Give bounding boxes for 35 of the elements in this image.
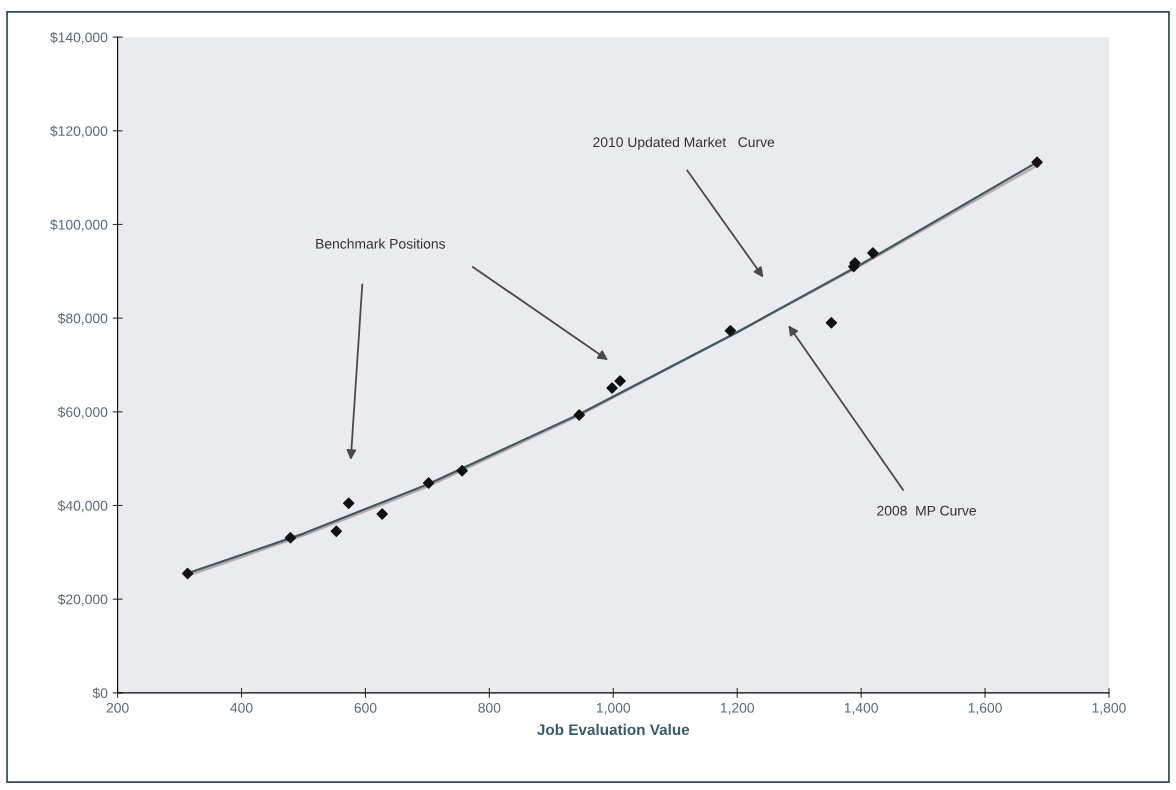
x-tick-label: 1,600 bbox=[968, 702, 1002, 715]
point bbox=[573, 409, 585, 421]
x-tick-label: 1,400 bbox=[844, 702, 878, 715]
y-tick-label: $20,000 bbox=[57, 593, 108, 606]
x-tick-label: 600 bbox=[354, 702, 377, 713]
point bbox=[614, 375, 626, 387]
point bbox=[376, 508, 388, 520]
point bbox=[181, 567, 194, 580]
point bbox=[867, 247, 879, 259]
point bbox=[284, 532, 297, 544]
point bbox=[606, 382, 618, 394]
y-tick-label: $60,000 bbox=[57, 406, 108, 419]
annotation: 2010 Updated Market Curve bbox=[593, 136, 775, 150]
y-tick-label: $120,000 bbox=[50, 125, 108, 138]
annotation: 2008 MP Curve bbox=[877, 505, 976, 516]
point bbox=[422, 477, 435, 489]
y-tick-label: $80,000 bbox=[57, 312, 108, 325]
x-tick-label: 1,000 bbox=[596, 702, 631, 715]
y-tick-label: $140,000 bbox=[50, 31, 108, 44]
x-axis-title: Job Evaluation Value bbox=[537, 723, 690, 736]
y-tick-label: $0 bbox=[92, 687, 108, 699]
point bbox=[724, 325, 737, 337]
point bbox=[330, 525, 343, 537]
x-tick-label: 400 bbox=[230, 702, 253, 713]
point bbox=[456, 465, 468, 477]
x-tick-label: 1,200 bbox=[720, 702, 755, 715]
point bbox=[1031, 156, 1043, 168]
annotation: Benchmark Positions bbox=[316, 238, 446, 249]
x-tick-label: 1,800 bbox=[1092, 702, 1126, 715]
point bbox=[825, 317, 838, 329]
y-tick-label: $40,000 bbox=[57, 500, 108, 513]
x-tick-label: 200 bbox=[106, 702, 129, 713]
x-tick-label: 800 bbox=[478, 702, 501, 713]
point bbox=[343, 497, 355, 509]
y-tick-label: $100,000 bbox=[50, 219, 108, 232]
